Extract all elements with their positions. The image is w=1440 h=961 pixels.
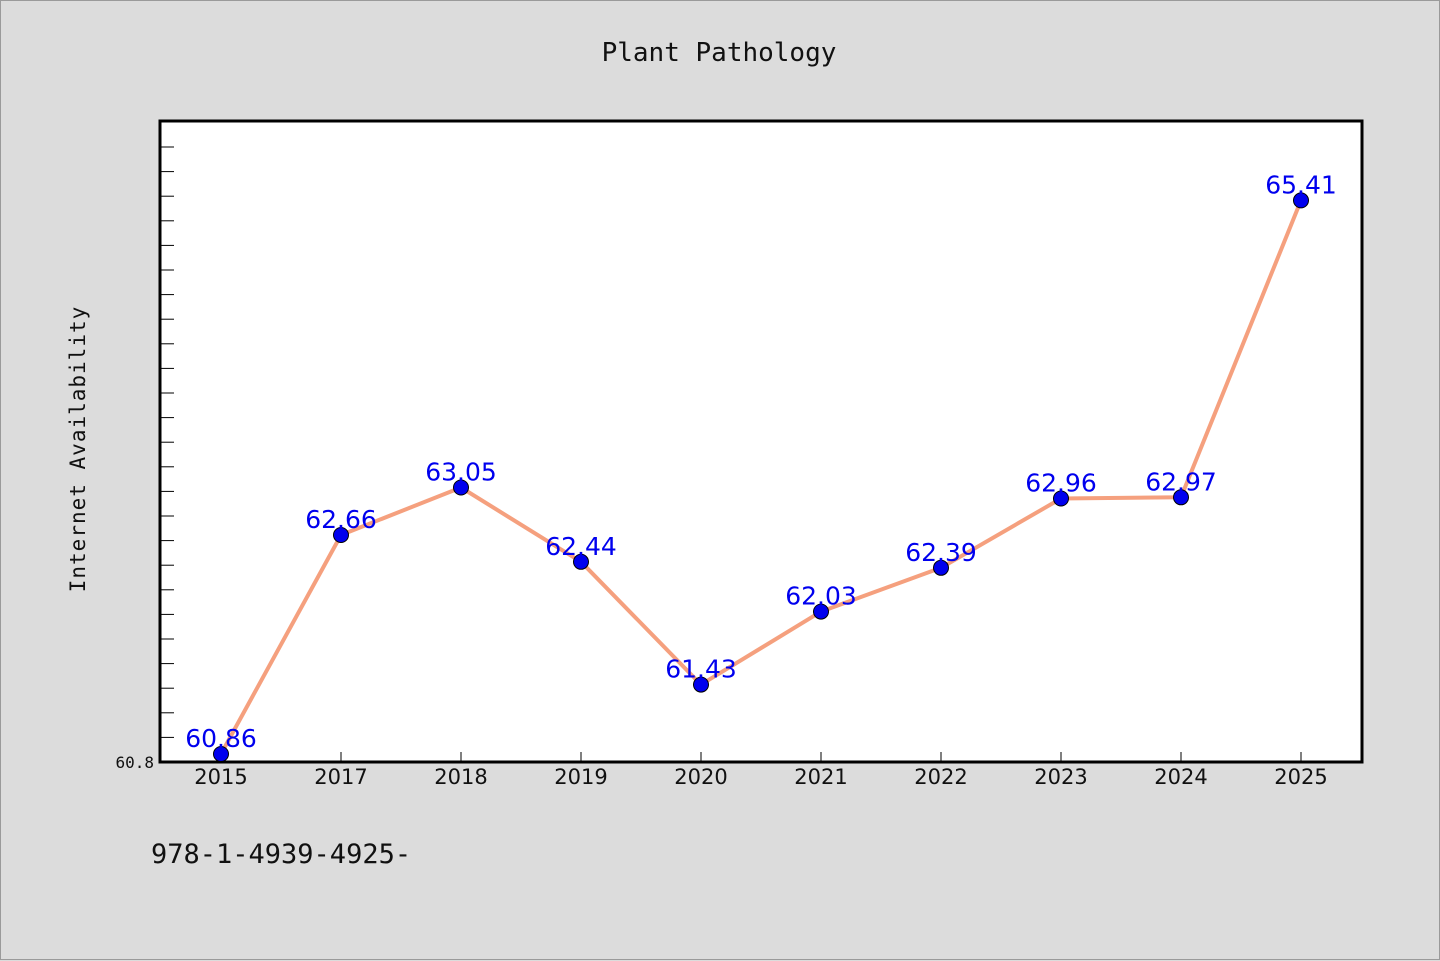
y-axis-label: Internet Availability bbox=[66, 306, 90, 593]
x-tick-label: 2019 bbox=[554, 765, 607, 789]
data-point-marker bbox=[453, 479, 469, 496]
data-label: 62.44 bbox=[545, 532, 617, 561]
data-point-marker bbox=[1173, 489, 1189, 506]
data-point-marker bbox=[693, 676, 709, 693]
data-point-marker bbox=[573, 553, 589, 570]
data-label: 61.43 bbox=[665, 655, 737, 684]
x-tick-label: 2021 bbox=[794, 765, 847, 789]
data-point-marker bbox=[813, 603, 829, 620]
data-label: 62.39 bbox=[905, 538, 977, 567]
x-tick-label: 2024 bbox=[1154, 765, 1207, 789]
y-tick-label: 60.8 bbox=[115, 753, 154, 772]
data-point-marker bbox=[333, 527, 349, 543]
chart-title: Plant Pathology bbox=[602, 38, 837, 68]
data-point-marker bbox=[933, 559, 949, 576]
x-tick-label: 2018 bbox=[434, 765, 487, 789]
data-label: 63.05 bbox=[425, 458, 497, 487]
data-point-marker bbox=[1293, 192, 1309, 209]
series-line bbox=[219, 198, 1303, 756]
x-tick-label: 2015 bbox=[194, 765, 247, 789]
series-line-group bbox=[219, 198, 1303, 756]
y-axis-tick-labels: 60.8 bbox=[115, 753, 154, 772]
data-markers bbox=[213, 192, 1309, 762]
data-label: 65.41 bbox=[1265, 170, 1337, 199]
data-label: 62.03 bbox=[785, 582, 857, 611]
data-label: 62.96 bbox=[1025, 469, 1097, 498]
x-tick-label: 2025 bbox=[1274, 765, 1327, 789]
y-axis-ticks bbox=[160, 146, 174, 763]
plot-area bbox=[158, 119, 1364, 764]
x-tick-label: 2017 bbox=[314, 765, 367, 789]
data-labels: 60.86 62.66 63.05 62.44 61.43 62.03 62.39 62.96… bbox=[185, 170, 1337, 753]
x-tick-label: 2023 bbox=[1034, 765, 1087, 789]
x-axis-ticks: 2015 2017 2018 2019 2020 2021 2022 2023 2024 2025 bbox=[194, 752, 1328, 789]
footer-text: 978-1-4939-4925- bbox=[151, 839, 411, 870]
data-label: 62.66 bbox=[305, 505, 377, 534]
data-point-marker bbox=[213, 746, 229, 762]
data-point-marker bbox=[1053, 490, 1069, 507]
data-label: 62.97 bbox=[1145, 467, 1217, 496]
data-label: 60.86 bbox=[185, 724, 257, 753]
x-tick-label: 2022 bbox=[914, 765, 967, 789]
x-tick-label: 2020 bbox=[674, 765, 727, 789]
